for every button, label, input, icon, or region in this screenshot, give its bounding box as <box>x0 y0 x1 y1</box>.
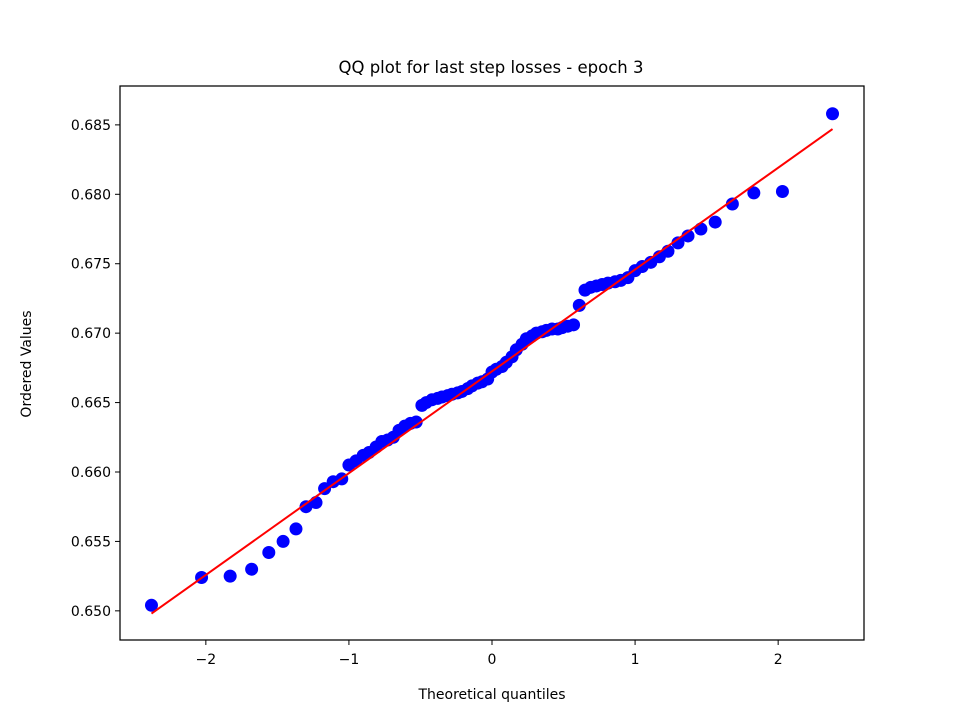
data-point <box>262 546 276 560</box>
chart-title: QQ plot for last step losses - epoch 3 <box>338 58 643 77</box>
plot-frame <box>119 85 865 641</box>
data-point <box>694 222 708 236</box>
y-tick-label: 0.650 <box>71 604 111 620</box>
data-point <box>299 500 313 514</box>
x-tick-label: −1 <box>339 652 360 668</box>
data-point <box>708 215 722 229</box>
y-tick-label: 0.655 <box>71 534 111 550</box>
data-point <box>409 415 423 429</box>
reference-fit-line <box>150 128 834 615</box>
plot-area <box>144 107 840 615</box>
x-axis-label: Theoretical quantiles <box>417 687 565 703</box>
x-tick-label: 1 <box>631 652 640 668</box>
data-point <box>572 298 586 312</box>
data-point <box>309 496 323 510</box>
data-point <box>223 569 237 583</box>
y-tick-label: 0.680 <box>71 187 111 203</box>
data-point <box>144 598 158 612</box>
y-tick-label: 0.670 <box>71 326 111 342</box>
data-point <box>725 197 739 211</box>
data-point <box>826 107 840 121</box>
y-tick-label: 0.660 <box>71 465 111 481</box>
x-tick-label: 2 <box>774 652 783 668</box>
data-point <box>245 562 259 576</box>
x-tick-label: 0 <box>488 652 497 668</box>
x-axis: −2 −1 0 1 2 <box>196 640 783 668</box>
y-tick-label: 0.665 <box>71 396 111 412</box>
data-point <box>671 236 685 250</box>
data-point <box>289 522 303 536</box>
data-point <box>276 534 290 548</box>
data-point <box>747 186 761 200</box>
y-tick-label: 0.685 <box>71 118 111 134</box>
x-tick-label: −2 <box>196 652 217 668</box>
data-point <box>567 318 581 332</box>
y-axis-label: Ordered Values <box>19 310 35 417</box>
y-axis: 0.650 0.655 0.660 0.665 0.670 0.675 0.680 0.685 <box>71 118 120 620</box>
y-tick-label: 0.675 <box>71 257 111 273</box>
data-point <box>681 229 695 243</box>
data-point <box>775 185 789 199</box>
